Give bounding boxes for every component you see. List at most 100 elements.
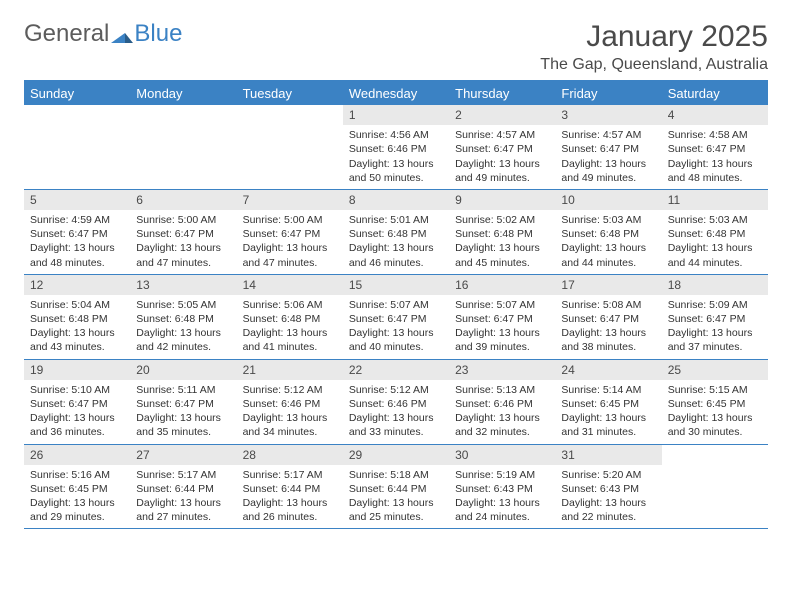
day-number: 12 [24,275,130,295]
day-number: 26 [24,445,130,465]
day-text: Sunrise: 5:04 AMSunset: 6:48 PMDaylight:… [24,297,130,359]
day-cell: 15Sunrise: 5:07 AMSunset: 6:47 PMDayligh… [343,275,449,359]
day-cell [237,105,343,189]
dayhead-fri: Friday [555,82,661,105]
day-text: Sunrise: 5:10 AMSunset: 6:47 PMDaylight:… [24,382,130,444]
day-number: 5 [24,190,130,210]
day-text: Sunrise: 5:07 AMSunset: 6:47 PMDaylight:… [343,297,449,359]
day-number: 27 [130,445,236,465]
day-number: 24 [555,360,661,380]
day-number: 3 [555,105,661,125]
day-cell: 12Sunrise: 5:04 AMSunset: 6:48 PMDayligh… [24,275,130,359]
day-cell: 23Sunrise: 5:13 AMSunset: 6:46 PMDayligh… [449,360,555,444]
day-number: 4 [662,105,768,125]
day-text: Sunrise: 5:19 AMSunset: 6:43 PMDaylight:… [449,467,555,529]
day-text: Sunrise: 5:13 AMSunset: 6:46 PMDaylight:… [449,382,555,444]
day-number: 31 [555,445,661,465]
header: General Blue January 2025 The Gap, Queen… [24,20,768,74]
day-number: 8 [343,190,449,210]
day-header-row: Sunday Monday Tuesday Wednesday Thursday… [24,82,768,105]
day-number: 9 [449,190,555,210]
day-cell: 8Sunrise: 5:01 AMSunset: 6:48 PMDaylight… [343,190,449,274]
day-cell: 17Sunrise: 5:08 AMSunset: 6:47 PMDayligh… [555,275,661,359]
day-number: 16 [449,275,555,295]
dayhead-thu: Thursday [449,82,555,105]
day-number: 6 [130,190,236,210]
day-number: 25 [662,360,768,380]
dayhead-sat: Saturday [662,82,768,105]
day-number: 17 [555,275,661,295]
calendar: Sunday Monday Tuesday Wednesday Thursday… [24,80,768,529]
day-cell: 31Sunrise: 5:20 AMSunset: 6:43 PMDayligh… [555,445,661,529]
logo-text2: Blue [134,20,182,48]
week-row: 1Sunrise: 4:56 AMSunset: 6:46 PMDaylight… [24,105,768,190]
day-text: Sunrise: 5:12 AMSunset: 6:46 PMDaylight:… [237,382,343,444]
dayhead-tue: Tuesday [237,82,343,105]
day-number: 7 [237,190,343,210]
week-row: 19Sunrise: 5:10 AMSunset: 6:47 PMDayligh… [24,360,768,445]
day-text: Sunrise: 5:11 AMSunset: 6:47 PMDaylight:… [130,382,236,444]
day-text: Sunrise: 5:17 AMSunset: 6:44 PMDaylight:… [130,467,236,529]
day-text: Sunrise: 4:57 AMSunset: 6:47 PMDaylight:… [555,127,661,189]
day-number: 13 [130,275,236,295]
day-number: 10 [555,190,661,210]
day-number: 29 [343,445,449,465]
day-cell: 3Sunrise: 4:57 AMSunset: 6:47 PMDaylight… [555,105,661,189]
day-cell [662,445,768,529]
month-title: January 2025 [540,20,768,54]
day-text: Sunrise: 5:03 AMSunset: 6:48 PMDaylight:… [555,212,661,274]
day-number: 20 [130,360,236,380]
day-cell: 20Sunrise: 5:11 AMSunset: 6:47 PMDayligh… [130,360,236,444]
day-text: Sunrise: 5:07 AMSunset: 6:47 PMDaylight:… [449,297,555,359]
location: The Gap, Queensland, Australia [540,56,768,74]
day-cell: 21Sunrise: 5:12 AMSunset: 6:46 PMDayligh… [237,360,343,444]
day-cell: 6Sunrise: 5:00 AMSunset: 6:47 PMDaylight… [130,190,236,274]
title-block: January 2025 The Gap, Queensland, Austra… [540,20,768,74]
dayhead-wed: Wednesday [343,82,449,105]
day-text: Sunrise: 4:59 AMSunset: 6:47 PMDaylight:… [24,212,130,274]
day-number: 30 [449,445,555,465]
day-number: 2 [449,105,555,125]
day-cell: 9Sunrise: 5:02 AMSunset: 6:48 PMDaylight… [449,190,555,274]
day-cell: 13Sunrise: 5:05 AMSunset: 6:48 PMDayligh… [130,275,236,359]
dayhead-sun: Sunday [24,82,130,105]
logo-text1: General [24,20,109,48]
day-cell: 10Sunrise: 5:03 AMSunset: 6:48 PMDayligh… [555,190,661,274]
weeks-container: 1Sunrise: 4:56 AMSunset: 6:46 PMDaylight… [24,105,768,529]
day-number: 14 [237,275,343,295]
day-cell: 26Sunrise: 5:16 AMSunset: 6:45 PMDayligh… [24,445,130,529]
day-text: Sunrise: 5:14 AMSunset: 6:45 PMDaylight:… [555,382,661,444]
day-cell: 27Sunrise: 5:17 AMSunset: 6:44 PMDayligh… [130,445,236,529]
day-text: Sunrise: 5:20 AMSunset: 6:43 PMDaylight:… [555,467,661,529]
day-text: Sunrise: 5:06 AMSunset: 6:48 PMDaylight:… [237,297,343,359]
calendar-page: General Blue January 2025 The Gap, Queen… [0,0,792,539]
day-number: 22 [343,360,449,380]
dayhead-mon: Monday [130,82,236,105]
day-number: 28 [237,445,343,465]
week-row: 12Sunrise: 5:04 AMSunset: 6:48 PMDayligh… [24,275,768,360]
week-row: 5Sunrise: 4:59 AMSunset: 6:47 PMDaylight… [24,190,768,275]
day-cell: 22Sunrise: 5:12 AMSunset: 6:46 PMDayligh… [343,360,449,444]
day-text: Sunrise: 5:16 AMSunset: 6:45 PMDaylight:… [24,467,130,529]
day-text: Sunrise: 5:15 AMSunset: 6:45 PMDaylight:… [662,382,768,444]
day-number: 21 [237,360,343,380]
day-cell [130,105,236,189]
day-cell: 5Sunrise: 4:59 AMSunset: 6:47 PMDaylight… [24,190,130,274]
day-text: Sunrise: 5:00 AMSunset: 6:47 PMDaylight:… [130,212,236,274]
day-text: Sunrise: 5:00 AMSunset: 6:47 PMDaylight:… [237,212,343,274]
day-text: Sunrise: 5:02 AMSunset: 6:48 PMDaylight:… [449,212,555,274]
logo: General Blue [24,20,182,48]
day-text: Sunrise: 5:18 AMSunset: 6:44 PMDaylight:… [343,467,449,529]
day-cell: 11Sunrise: 5:03 AMSunset: 6:48 PMDayligh… [662,190,768,274]
day-text: Sunrise: 5:01 AMSunset: 6:48 PMDaylight:… [343,212,449,274]
day-text: Sunrise: 5:17 AMSunset: 6:44 PMDaylight:… [237,467,343,529]
day-number: 19 [24,360,130,380]
day-text: Sunrise: 5:05 AMSunset: 6:48 PMDaylight:… [130,297,236,359]
day-cell: 7Sunrise: 5:00 AMSunset: 6:47 PMDaylight… [237,190,343,274]
day-text: Sunrise: 5:03 AMSunset: 6:48 PMDaylight:… [662,212,768,274]
day-number: 23 [449,360,555,380]
day-text: Sunrise: 4:57 AMSunset: 6:47 PMDaylight:… [449,127,555,189]
day-number: 18 [662,275,768,295]
day-text: Sunrise: 4:58 AMSunset: 6:47 PMDaylight:… [662,127,768,189]
day-cell [24,105,130,189]
